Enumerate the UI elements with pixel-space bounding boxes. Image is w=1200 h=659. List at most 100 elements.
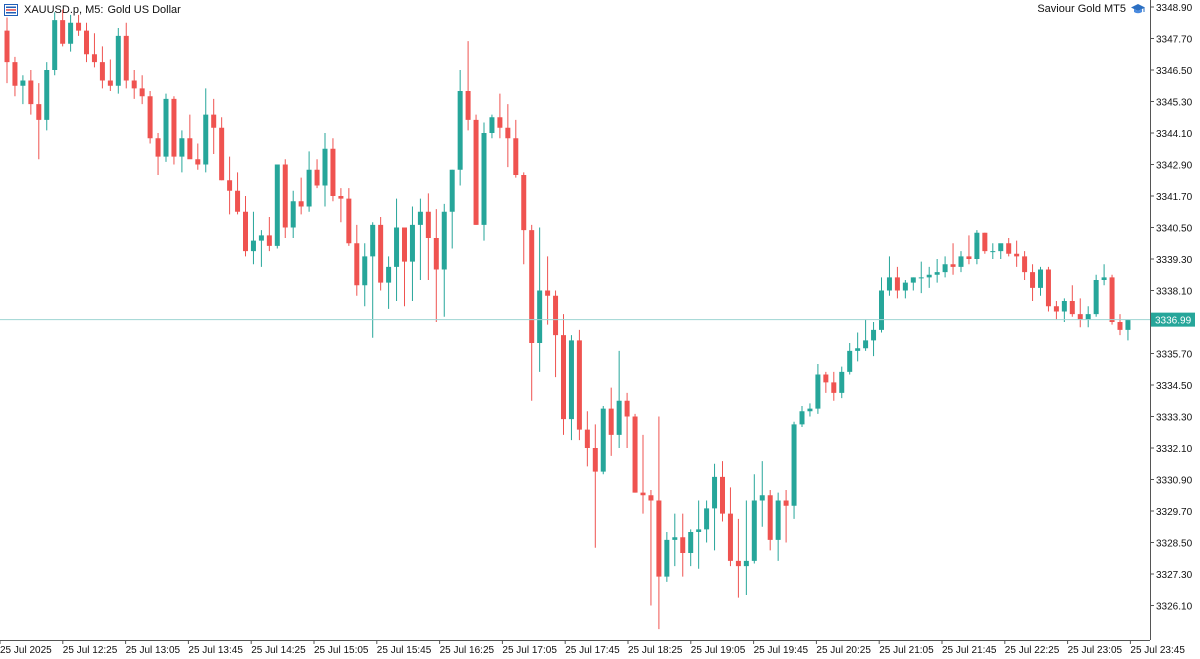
candle-body <box>306 169 312 207</box>
candle-body <box>258 235 264 241</box>
candle-body <box>115 35 121 86</box>
candle-body <box>243 211 248 252</box>
time-tick-label: 25 Jul 14:25 <box>251 645 306 656</box>
candle-body <box>227 180 233 191</box>
candle-body <box>1014 253 1020 257</box>
candle-body <box>720 476 725 514</box>
candle-body <box>489 117 495 133</box>
candle-body <box>60 20 66 44</box>
price-tick-label: 3329.70 <box>1156 507 1193 518</box>
candle-body <box>314 169 320 186</box>
candle-body <box>497 117 503 128</box>
price-tick-label: 3334.50 <box>1156 381 1193 392</box>
candle-body <box>513 138 519 175</box>
candle-body <box>990 251 996 253</box>
candle-body <box>640 492 646 496</box>
candle-body <box>473 119 479 225</box>
candle-body <box>362 256 368 286</box>
candle-body <box>616 400 622 435</box>
candle-body <box>553 295 559 336</box>
candle-body <box>966 256 972 259</box>
candle-body <box>592 448 598 472</box>
candle-body <box>203 114 209 165</box>
candle-body <box>982 232 988 252</box>
candle-body <box>338 196 344 199</box>
time-tick-label: 25 Jul 23:45 <box>1130 645 1185 656</box>
candle-body <box>656 500 662 577</box>
candle-body <box>712 476 718 509</box>
candle-body <box>123 35 129 81</box>
candle-body <box>394 227 400 267</box>
candle-body <box>1109 277 1115 322</box>
time-tick-label: 25 Jul 17:05 <box>502 645 557 656</box>
candle-body <box>139 88 145 97</box>
candle-body <box>433 238 439 270</box>
candle-body <box>1125 319 1131 330</box>
time-tick-label: 25 Jul 12:25 <box>63 645 118 656</box>
candle-body <box>290 201 296 228</box>
candle-body <box>974 232 980 259</box>
candle-body <box>672 537 678 540</box>
candle-body <box>791 424 797 506</box>
candle-body <box>131 80 137 89</box>
candle-body <box>521 175 527 231</box>
candle-body <box>823 374 829 383</box>
candle-body <box>1053 306 1059 312</box>
time-tick-label: 25 Jul 19:05 <box>691 645 746 656</box>
candle-body <box>163 98 169 157</box>
candle-body <box>219 127 225 181</box>
price-tick-label: 3326.10 <box>1156 602 1193 613</box>
candle-body <box>910 277 916 283</box>
candle-body <box>529 230 535 343</box>
candle-body <box>84 30 89 55</box>
time-tick-label: 25 Jul 16:25 <box>440 645 495 656</box>
price-tick-label: 3328.50 <box>1156 539 1193 550</box>
candle-body <box>402 227 407 262</box>
price-tick-label: 3344.10 <box>1156 129 1193 140</box>
candle-body <box>282 164 288 228</box>
candle-body <box>235 190 241 212</box>
candle-body <box>847 350 853 372</box>
candle-body <box>799 411 805 425</box>
price-tick-label: 3345.30 <box>1156 98 1193 109</box>
candle-body <box>322 148 328 186</box>
candle-body <box>950 264 956 267</box>
candle-body <box>354 243 360 286</box>
price-tick-label: 3346.50 <box>1156 66 1193 77</box>
candle-body <box>449 169 455 212</box>
candle-body <box>815 374 821 409</box>
expert-advisor-badge[interactable]: Saviour Gold MT5 <box>1037 3 1146 15</box>
candle-body <box>688 532 694 553</box>
candle-body <box>600 408 606 472</box>
price-tick-label: 3333.30 <box>1156 413 1193 424</box>
price-tick-label: 3342.90 <box>1156 161 1193 172</box>
candle-body <box>147 96 153 139</box>
candle-body <box>537 290 543 343</box>
candle-body <box>894 277 900 291</box>
candle-body <box>863 340 869 349</box>
candle-body <box>942 264 948 273</box>
candle-body <box>871 329 877 341</box>
candle-body <box>346 198 352 244</box>
price-tick-label: 3335.70 <box>1156 350 1193 361</box>
price-tick-label: 3348.90 <box>1156 3 1193 14</box>
candle-body <box>1045 269 1051 307</box>
candle-body <box>918 277 924 279</box>
candle-body <box>409 224 415 262</box>
time-tick-label: 25 Jul 13:45 <box>188 645 243 656</box>
price-tick-label: 3347.70 <box>1156 35 1193 46</box>
chart-menu-icon[interactable] <box>4 4 18 16</box>
chart-header: XAUUSD.p, M5: Gold US Dollar <box>0 0 181 20</box>
candle-body <box>68 22 74 44</box>
candle-body <box>378 224 384 283</box>
candle-body <box>743 560 749 567</box>
candle-body <box>1093 280 1099 315</box>
candle-body <box>775 500 781 540</box>
price-tick-label: 3332.10 <box>1156 444 1193 455</box>
candle-body <box>855 348 861 351</box>
candle-body <box>576 340 582 430</box>
time-tick-label: 25 Jul 13:05 <box>126 645 181 656</box>
graduation-cap-icon <box>1131 4 1145 14</box>
candle-body <box>179 138 185 157</box>
